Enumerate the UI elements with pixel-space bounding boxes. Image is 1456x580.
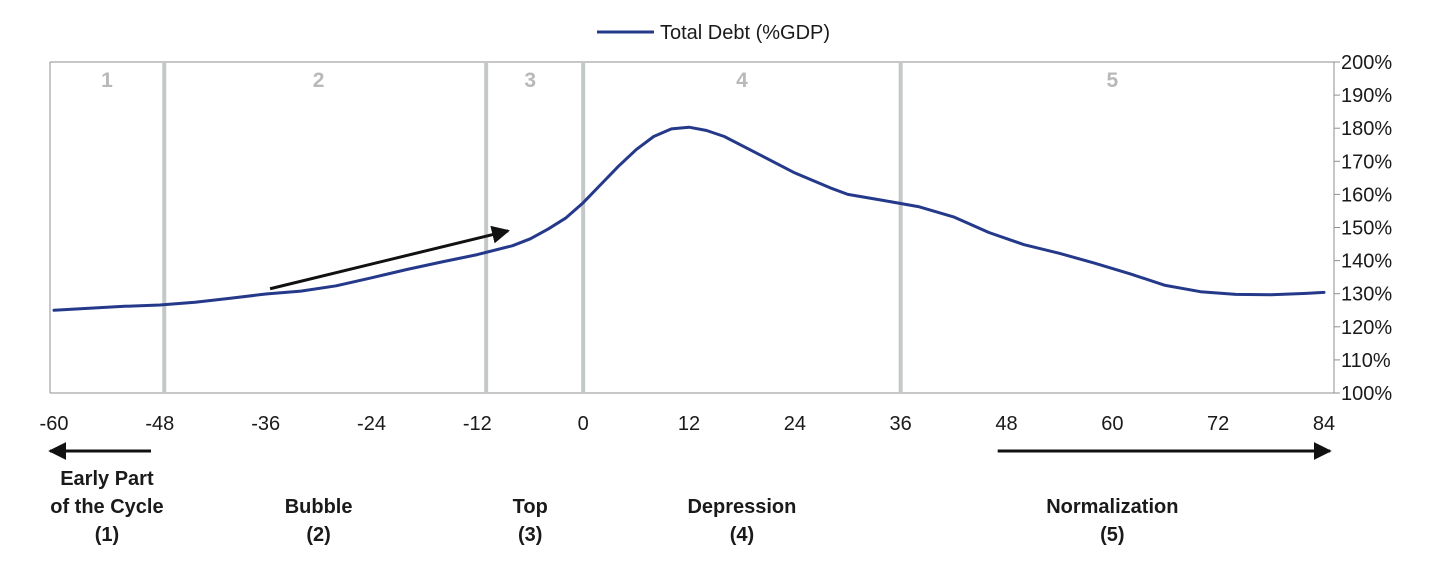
- x-tick-label: -36: [251, 413, 280, 435]
- y-axis-ticks: 100% 110% 120% 130% 140% 150% 160% 170% 180% 190%…: [1334, 52, 1392, 405]
- x-axis-ticks: -60 -48 -36 -24 -12 0 12 24 36 48 60 72 84: [40, 413, 1336, 435]
- x-tick-label: -60: [40, 413, 69, 435]
- x-tick-label: 36: [890, 413, 912, 435]
- x-tick-label: 0: [578, 413, 589, 435]
- legend: Total Debt (%GDP): [597, 22, 830, 44]
- plot-frame: [49, 61, 1335, 394]
- x-tick-label: -12: [463, 413, 492, 435]
- stage-label-3: Top (3): [513, 496, 548, 546]
- series-line-total-debt: [52, 125, 1326, 312]
- phase-number-3: 3: [524, 69, 536, 92]
- y-tick-label: 180%: [1341, 118, 1392, 140]
- stage-label-2: Bubble (2): [285, 496, 353, 546]
- y-tick-label: 160%: [1341, 184, 1392, 206]
- trend-arrow: [269, 225, 510, 291]
- y-tick-label: 100%: [1341, 383, 1392, 405]
- annotations: [48, 225, 1332, 460]
- y-tick-label: 110%: [1341, 350, 1391, 372]
- x-tick-label: 60: [1101, 413, 1123, 435]
- phase-number-4: 4: [736, 69, 748, 92]
- stage-label-5: Normalization (5): [1046, 496, 1178, 546]
- y-tick-label: 200%: [1341, 52, 1392, 74]
- x-tick-label: -48: [145, 413, 174, 435]
- y-tick-label: 190%: [1341, 85, 1392, 107]
- phase-dividers: [162, 62, 903, 393]
- stage-label-4: Depression (4): [687, 496, 796, 546]
- x-tick-label: 12: [678, 413, 700, 435]
- y-tick-label: 140%: [1341, 251, 1392, 273]
- x-tick-label: 84: [1313, 413, 1335, 435]
- y-tick-label: 150%: [1341, 218, 1392, 240]
- phase-number-5: 5: [1106, 69, 1118, 92]
- phase-numbers: 1 2 3 4 5: [101, 69, 1118, 92]
- legend-label: Total Debt (%GDP): [660, 22, 830, 44]
- x-tick-label: 48: [995, 413, 1017, 435]
- phase-number-1: 1: [101, 69, 113, 92]
- stage-labels: Early Part of the Cycle (1) Bubble (2) Top (3)…: [50, 468, 1178, 546]
- phase-number-2: 2: [313, 69, 325, 92]
- x-tick-label: 72: [1207, 413, 1229, 435]
- y-tick-label: 130%: [1341, 284, 1392, 306]
- y-tick-label: 170%: [1341, 151, 1392, 173]
- x-tick-label: 24: [784, 413, 806, 435]
- x-tick-label: -24: [357, 413, 386, 435]
- y-tick-label: 120%: [1341, 317, 1392, 339]
- stage-label-1: Early Part of the Cycle (1): [50, 468, 163, 546]
